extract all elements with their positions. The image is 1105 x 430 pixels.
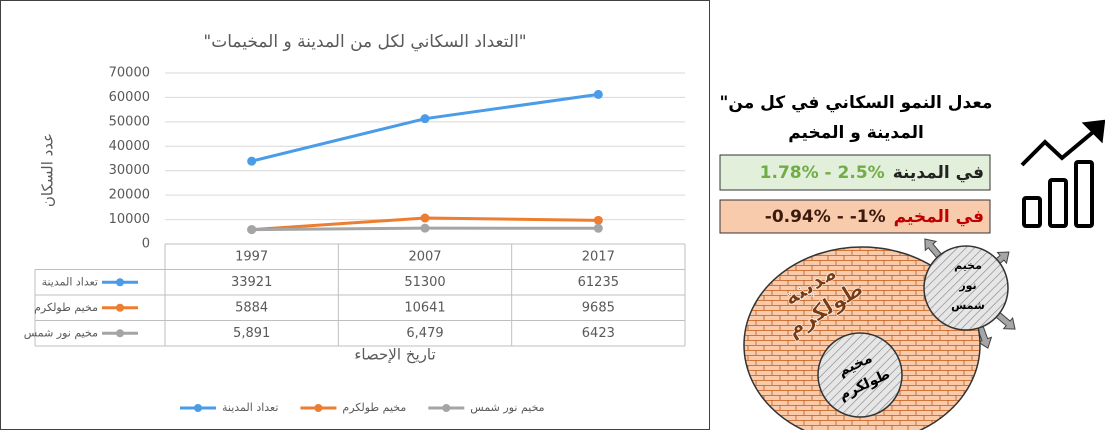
chart-frame <box>1 1 710 430</box>
y-tick-label: 50000 <box>109 114 150 129</box>
camp-rate-label: في المخيم <box>894 207 984 227</box>
y-tick-label: 70000 <box>109 66 150 81</box>
data-label: 6423 <box>582 326 615 341</box>
data-point <box>421 214 430 223</box>
page: "التعداد السكاني لكل من المدينة و المخيم… <box>0 0 1105 430</box>
x-tick-label: 1997 <box>235 249 268 264</box>
growth-icon <box>1022 122 1103 226</box>
y-axis-label: عدد السكان <box>39 133 57 207</box>
y-tick-label: 40000 <box>109 139 150 154</box>
chart-title: "التعداد السكاني لكل من المدينة و المخيم… <box>203 32 526 52</box>
legend-label: مخيم طولكرم <box>342 401 406 414</box>
data-point <box>421 114 430 123</box>
city-rate-range: 1.78% - 2.5% <box>760 163 885 183</box>
y-tick-label: 20000 <box>109 188 150 203</box>
camp-name-line: نور <box>958 279 976 292</box>
x-tick-label: 2007 <box>408 249 441 264</box>
y-tick-label: 30000 <box>109 163 150 178</box>
camp-name-line: مخيم <box>954 259 982 272</box>
data-point <box>421 224 430 233</box>
data-point <box>247 157 256 166</box>
infographic-heading: "معدل النمو السكاني في كل من <box>720 93 993 113</box>
y-tick-label: 60000 <box>109 90 150 105</box>
legend-marker <box>116 278 124 286</box>
city-rate-label: في المدينة <box>893 163 984 183</box>
x-tick-label: 2017 <box>582 249 615 264</box>
legend-marker <box>194 404 202 412</box>
data-label: 5884 <box>235 300 268 315</box>
y-tick-label: 0 <box>142 237 150 252</box>
legend-label: مخيم طولكرم <box>34 301 98 314</box>
data-label: 10641 <box>404 300 445 315</box>
data-point <box>247 225 256 234</box>
x-axis-label: تاريخ الإحصاء <box>354 346 435 364</box>
legend-marker <box>314 404 322 412</box>
camp-name-line: شمس <box>951 299 985 312</box>
legend-label: مخيم نور شمس <box>24 326 98 339</box>
data-point <box>594 216 603 225</box>
legend-marker <box>116 304 124 312</box>
y-tick-label: 10000 <box>109 212 150 227</box>
legend-label: تعداد المدينة <box>222 401 278 414</box>
data-label: 6,479 <box>406 326 443 341</box>
data-point <box>594 90 603 99</box>
legend-label: مخيم نور شمس <box>470 401 544 414</box>
data-label: 5,891 <box>233 326 270 341</box>
infographic-heading: المدينة و المخيم <box>788 123 924 143</box>
data-label: 33921 <box>231 275 272 290</box>
legend-marker <box>116 329 124 337</box>
camp-rate-range: -0.94% - -1% <box>765 207 886 227</box>
data-label: 9685 <box>582 300 615 315</box>
data-point <box>594 224 603 233</box>
data-label: 51300 <box>404 275 445 290</box>
data-label: 61235 <box>578 275 619 290</box>
legend-label: تعداد المدينة <box>42 275 98 288</box>
legend-marker <box>442 404 450 412</box>
